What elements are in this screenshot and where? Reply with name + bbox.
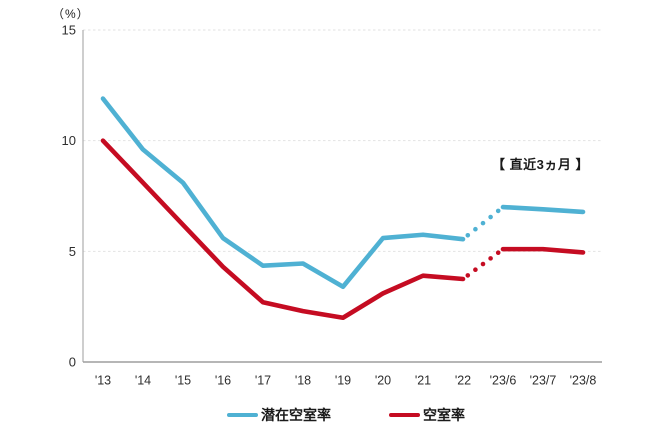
x-tick-label: '16 xyxy=(215,374,231,388)
potential-vacancy-dotted-point xyxy=(495,208,501,214)
legend-item-potential-vacancy: 潜在空室率 xyxy=(227,405,331,425)
x-tick-label: '14 xyxy=(135,374,151,388)
vacancy-line-historical xyxy=(100,138,466,321)
y-tick-label: 15 xyxy=(62,23,76,38)
y-tick-label: 10 xyxy=(62,133,76,148)
potential-vacancy-legend-label: 潜在空室率 xyxy=(261,407,331,423)
x-tick-label: '23/7 xyxy=(530,374,557,388)
x-tick-label: '18 xyxy=(295,374,311,388)
x-tick-label: '13 xyxy=(95,374,111,388)
x-tick-label: '23/8 xyxy=(570,374,597,388)
vacancy-line-swatch xyxy=(389,412,420,418)
potential-vacancy-dotted-point xyxy=(473,226,478,232)
y-axis-unit-label: （%） xyxy=(52,7,90,21)
x-tick-label: '20 xyxy=(375,374,391,388)
potential-vacancy-line-swatch xyxy=(227,412,258,418)
x-tick-label: '17 xyxy=(255,374,271,388)
vacancy-dotted-point xyxy=(473,267,478,273)
x-tick-label: '19 xyxy=(335,374,351,388)
potential-vacancy-dotted-point xyxy=(480,220,486,226)
vacancy-dotted-point xyxy=(488,256,493,261)
vacancy-dotted-point xyxy=(495,250,501,256)
y-tick-label: 5 xyxy=(69,244,76,259)
x-tick-label: '23/6 xyxy=(490,374,517,388)
potential-vacancy-dotted-point xyxy=(465,233,471,238)
potential-vacancy-line-historical xyxy=(100,96,466,290)
recent-3-months-annotation: 【 直近3ヵ月 】 xyxy=(492,157,589,172)
x-tick-label: '21 xyxy=(415,374,431,388)
x-tick-label: '22 xyxy=(455,374,471,388)
vacancy-legend-label: 空室率 xyxy=(423,407,465,423)
vacancy-line-recent xyxy=(500,246,586,255)
legend-item-vacancy: 空室率 xyxy=(389,405,465,425)
potential-vacancy-dotted-point xyxy=(488,214,493,220)
x-tick-label: '15 xyxy=(175,374,191,388)
vacancy-dotted-point xyxy=(465,273,471,278)
y-tick-label: 0 xyxy=(69,355,76,370)
potential-vacancy-line-recent xyxy=(500,204,586,215)
vacancy-dotted-point xyxy=(480,261,486,267)
chart-legend: 潜在空室率 空室率 xyxy=(0,403,650,427)
